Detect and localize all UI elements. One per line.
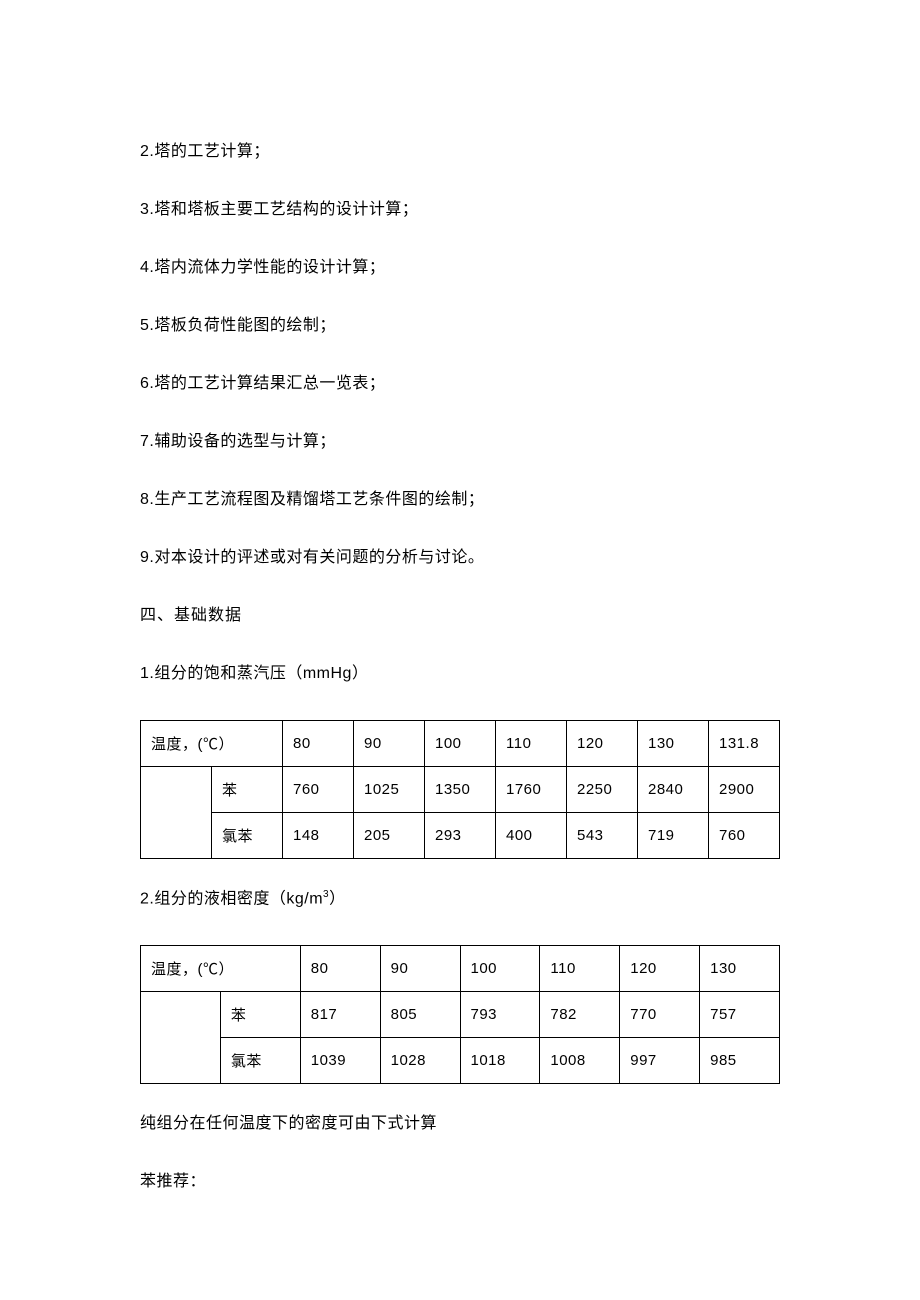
table-row: 温度，(℃） 80 90 100 110 120 130 131.8 (141, 721, 780, 767)
col-header: 90 (380, 946, 460, 992)
list-item: 2.塔的工艺计算； (140, 140, 780, 164)
col-header: 130 (638, 721, 709, 767)
data-cell: 760 (709, 813, 780, 859)
row-label: 苯 (212, 767, 283, 813)
list-item: 9.对本设计的评述或对有关问题的分析与讨论。 (140, 546, 780, 570)
row-label: 氯苯 (220, 1038, 300, 1084)
row-label: 氯苯 (212, 813, 283, 859)
row-group-cell (141, 992, 221, 1084)
list-item: 3.塔和塔板主要工艺结构的设计计算； (140, 198, 780, 222)
data-cell: 760 (283, 767, 354, 813)
col-header: 120 (567, 721, 638, 767)
vapor-pressure-table: 温度，(℃） 80 90 100 110 120 130 131.8 苯 760… (140, 720, 780, 859)
data-cell: 1760 (496, 767, 567, 813)
col-header: 80 (300, 946, 380, 992)
list-item: 5.塔板负荷性能图的绘制； (140, 314, 780, 338)
data-cell: 782 (540, 992, 620, 1038)
data-cell: 1018 (460, 1038, 540, 1084)
data-cell: 817 (300, 992, 380, 1038)
data-cell: 2900 (709, 767, 780, 813)
data-cell: 793 (460, 992, 540, 1038)
paragraph: 苯推荐： (140, 1170, 780, 1194)
section-heading: 四、基础数据 (140, 604, 780, 628)
col-header: 100 (425, 721, 496, 767)
data-cell: 1350 (425, 767, 496, 813)
col-header: 120 (620, 946, 700, 992)
paragraph: 纯组分在任何温度下的密度可由下式计算 (140, 1112, 780, 1136)
data-cell: 205 (354, 813, 425, 859)
data-cell: 757 (700, 992, 780, 1038)
table-row: 温度，(℃） 80 90 100 110 120 130 (141, 946, 780, 992)
list-item: 8.生产工艺流程图及精馏塔工艺条件图的绘制； (140, 488, 780, 512)
table-row: 苯 760 1025 1350 1760 2250 2840 2900 (141, 767, 780, 813)
data-cell: 997 (620, 1038, 700, 1084)
col-header: 110 (496, 721, 567, 767)
data-cell: 2840 (638, 767, 709, 813)
data-cell: 1028 (380, 1038, 460, 1084)
col-header: 80 (283, 721, 354, 767)
col-header: 90 (354, 721, 425, 767)
document-page: 2.塔的工艺计算； 3.塔和塔板主要工艺结构的设计计算； 4.塔内流体力学性能的… (0, 0, 920, 1288)
data-cell: 400 (496, 813, 567, 859)
data-cell: 1025 (354, 767, 425, 813)
data-cell: 543 (567, 813, 638, 859)
data-cell: 1039 (300, 1038, 380, 1084)
table-row: 苯 817 805 793 782 770 757 (141, 992, 780, 1038)
table2-title-suffix: ） (329, 890, 346, 907)
data-cell: 2250 (567, 767, 638, 813)
table1-title: 1.组分的饱和蒸汽压（mmHg） (140, 662, 780, 686)
data-cell: 805 (380, 992, 460, 1038)
data-cell: 1008 (540, 1038, 620, 1084)
data-cell: 719 (638, 813, 709, 859)
data-cell: 985 (700, 1038, 780, 1084)
col-header: 131.8 (709, 721, 780, 767)
table2-title-prefix: 2.组分的液相密度（kg/m (140, 890, 323, 907)
table2-title: 2.组分的液相密度（kg/m3） (140, 887, 780, 911)
header-cell: 温度，(℃） (141, 721, 283, 767)
header-cell: 温度，(℃） (141, 946, 301, 992)
list-item: 6.塔的工艺计算结果汇总一览表； (140, 372, 780, 396)
table-row: 氯苯 148 205 293 400 543 719 760 (141, 813, 780, 859)
row-group-cell (141, 767, 212, 859)
col-header: 130 (700, 946, 780, 992)
data-cell: 770 (620, 992, 700, 1038)
data-cell: 148 (283, 813, 354, 859)
density-table: 温度，(℃） 80 90 100 110 120 130 苯 817 805 7… (140, 945, 780, 1084)
list-item: 4.塔内流体力学性能的设计计算； (140, 256, 780, 280)
data-cell: 293 (425, 813, 496, 859)
table-row: 氯苯 1039 1028 1018 1008 997 985 (141, 1038, 780, 1084)
col-header: 100 (460, 946, 540, 992)
row-label: 苯 (220, 992, 300, 1038)
list-item: 7.辅助设备的选型与计算； (140, 430, 780, 454)
col-header: 110 (540, 946, 620, 992)
